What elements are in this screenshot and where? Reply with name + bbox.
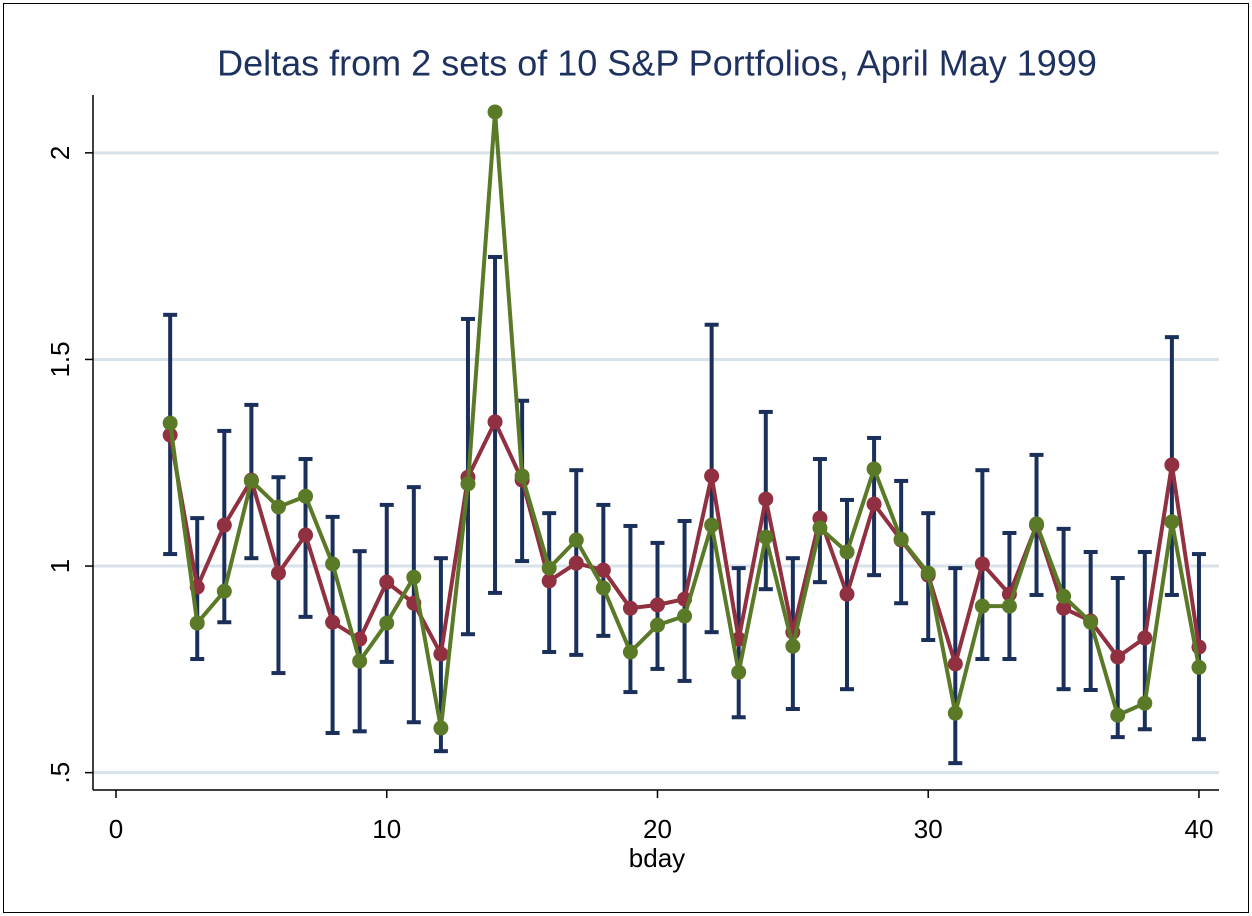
series-marker	[974, 598, 990, 614]
y-tick-label: 1	[45, 559, 75, 573]
series-marker	[758, 529, 774, 545]
series-marker	[352, 653, 368, 669]
series-marker	[1164, 457, 1180, 473]
x-tick-label: 30	[914, 814, 943, 844]
series-marker	[785, 638, 801, 654]
series-marker	[1137, 695, 1153, 711]
y-tick-label: 2	[45, 146, 75, 160]
series-marker	[270, 499, 286, 515]
series-marker	[839, 586, 855, 602]
series-marker	[1110, 707, 1126, 723]
series-marker	[1137, 630, 1153, 646]
series-marker	[379, 615, 395, 631]
series-marker	[758, 491, 774, 507]
series-marker	[298, 488, 314, 504]
x-tick-label: 20	[643, 814, 672, 844]
series-marker	[649, 597, 665, 613]
series-marker	[1056, 588, 1072, 604]
series-marker	[704, 468, 720, 484]
series-marker	[920, 565, 936, 581]
series-marker	[325, 614, 341, 630]
series-marker	[514, 468, 530, 484]
series-marker	[1001, 598, 1017, 614]
series-marker	[893, 531, 909, 547]
series-marker	[704, 517, 720, 533]
series-marker	[595, 562, 611, 578]
series-marker	[325, 556, 341, 572]
series-marker	[947, 705, 963, 721]
series-marker	[1110, 649, 1126, 665]
series-marker	[216, 583, 232, 599]
series-marker	[487, 104, 503, 120]
y-tick-label: .5	[45, 762, 75, 784]
chart-title: Deltas from 2 sets of 10 S&P Portfolios,…	[217, 43, 1097, 84]
series-marker	[162, 415, 178, 431]
series-marker	[189, 615, 205, 631]
series-marker	[812, 520, 828, 536]
series-marker	[731, 664, 747, 680]
series-marker	[541, 573, 557, 589]
series-marker	[974, 556, 990, 572]
series-marker	[1191, 659, 1207, 675]
series-marker	[1083, 614, 1099, 630]
series-marker	[1164, 514, 1180, 530]
series-marker	[298, 527, 314, 543]
series-marker	[839, 544, 855, 560]
series-marker	[866, 496, 882, 512]
series-marker	[541, 560, 557, 576]
series-marker	[622, 644, 638, 660]
x-axis-label: bday	[629, 843, 685, 873]
series-marker	[568, 532, 584, 548]
series-marker	[433, 720, 449, 736]
series-marker	[649, 617, 665, 633]
series-marker	[568, 555, 584, 571]
series-marker	[216, 517, 232, 533]
x-tick-label: 0	[109, 814, 123, 844]
series-marker	[406, 569, 422, 585]
series-marker	[379, 574, 395, 590]
series-marker	[1029, 516, 1045, 532]
series-marker	[866, 461, 882, 477]
series-marker	[677, 608, 693, 624]
series-marker	[270, 565, 286, 581]
series-marker	[433, 646, 449, 662]
y-tick-label: 1.5	[45, 341, 75, 377]
x-tick-label: 10	[372, 814, 401, 844]
series-marker	[460, 476, 476, 492]
x-tick-label: 40	[1185, 814, 1214, 844]
series-marker	[595, 580, 611, 596]
series-marker	[243, 473, 259, 489]
series-marker	[947, 656, 963, 672]
series-marker	[1056, 600, 1072, 616]
plot-area	[93, 95, 1219, 790]
series-marker	[622, 600, 638, 616]
series-marker	[487, 414, 503, 430]
